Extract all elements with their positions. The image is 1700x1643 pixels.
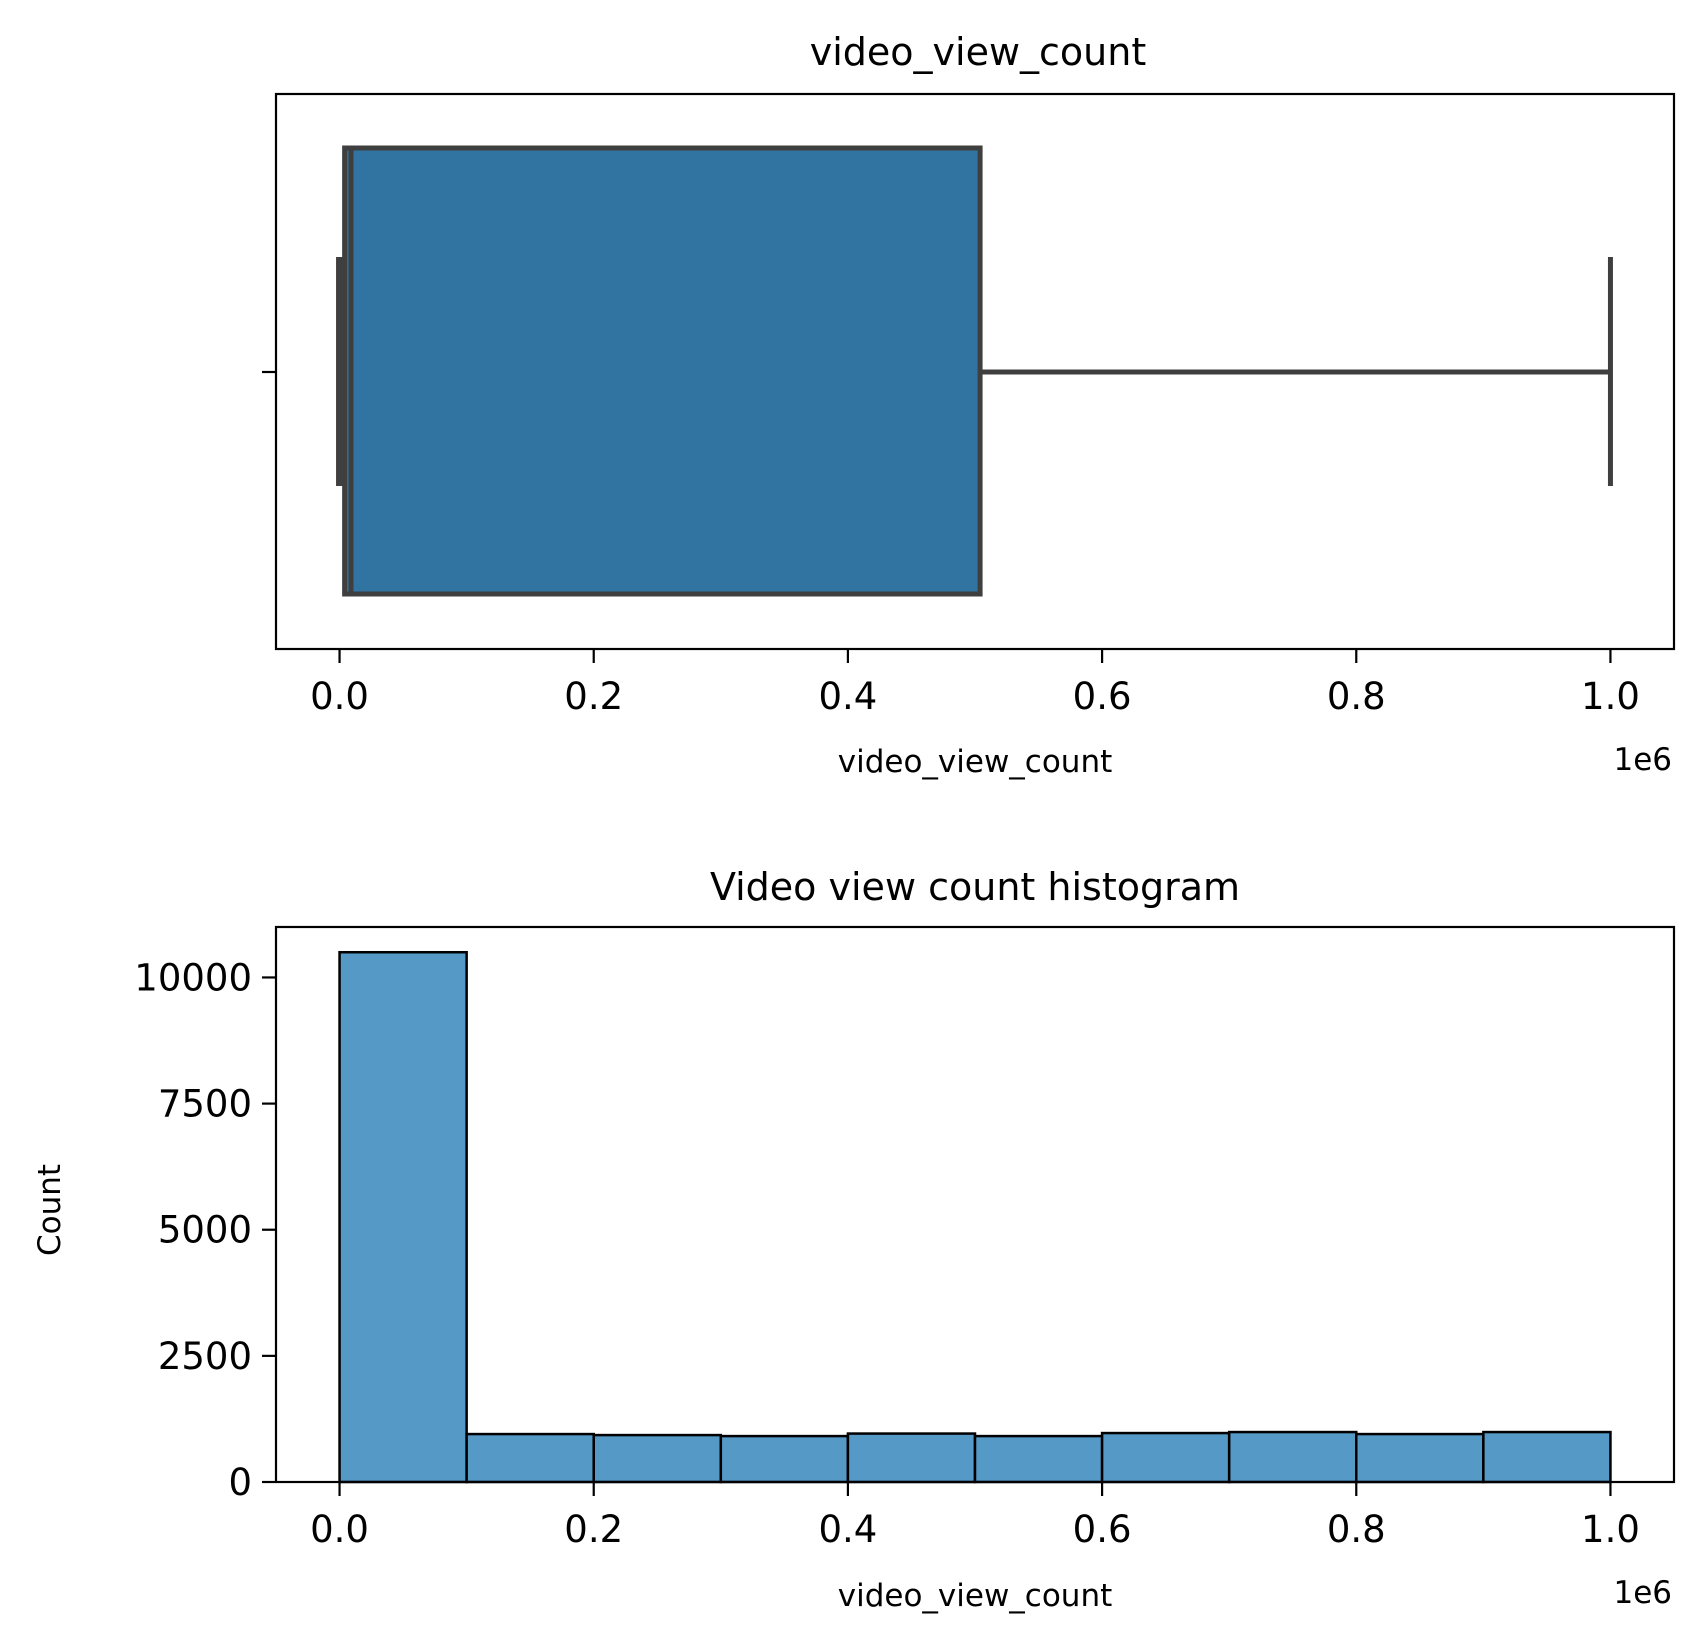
boxplot-x-offset-label: 1e6 bbox=[1613, 742, 1672, 778]
boxplot-title: video_view_count bbox=[810, 30, 1147, 74]
histogram-y-tick-label: 7500 bbox=[158, 1083, 252, 1126]
histogram-x-offset-label: 1e6 bbox=[1613, 1575, 1672, 1611]
histogram-x-axis-label: video_view_count bbox=[838, 1578, 1113, 1614]
histogram-x-tick-label: 0.0 bbox=[310, 1508, 369, 1551]
histogram-x-tick-label: 1.0 bbox=[1581, 1508, 1640, 1551]
histogram-x-tick-label: 0.2 bbox=[564, 1508, 623, 1551]
histogram-bar bbox=[1100, 1431, 1231, 1484]
histogram-y-tick-label: 0 bbox=[228, 1461, 252, 1504]
histogram-bar bbox=[973, 1434, 1104, 1484]
histogram-y-tick-label: 10000 bbox=[134, 956, 252, 999]
histogram-bars bbox=[338, 950, 1612, 1484]
boxplot-x-axis-label: video_view_count bbox=[838, 744, 1113, 780]
histogram-bar bbox=[1355, 1432, 1485, 1484]
histogram-bar bbox=[846, 1432, 977, 1484]
boxplot-x-tick-label: 0.8 bbox=[1327, 675, 1386, 718]
histogram-axes-frame bbox=[274, 925, 1676, 1484]
histogram-x-tick-label: 0.6 bbox=[1073, 1508, 1132, 1551]
histogram-x-tick-label: 0.8 bbox=[1327, 1508, 1386, 1551]
boxplot-x-tick-label: 0.4 bbox=[818, 675, 877, 718]
boxplot-x-tick-label: 0.0 bbox=[310, 675, 369, 718]
histogram-bar bbox=[338, 950, 468, 1484]
histogram-y-axis-label: Count bbox=[32, 1164, 68, 1256]
boxplot-x-tick-label: 0.2 bbox=[564, 675, 623, 718]
iqr-box bbox=[342, 145, 983, 597]
histogram-y-tick-label: 5000 bbox=[158, 1209, 252, 1252]
histogram-title: Video view count histogram bbox=[710, 865, 1240, 909]
histogram-x-axis-ticks: 0.0 0.2 0.4 0.6 0.8 1.0 bbox=[310, 1482, 1640, 1551]
boxplot-x-axis-ticks: 0.0 0.2 0.4 0.6 0.8 1.0 bbox=[310, 649, 1640, 718]
boxplot-panel: video_view_count 0.0 0.2 0.4 0.6 0.8 1.0 vide… bbox=[262, 30, 1676, 780]
histogram-y-tick-label: 2500 bbox=[158, 1335, 252, 1378]
histogram-bar bbox=[1482, 1430, 1612, 1484]
histogram-bar bbox=[719, 1434, 850, 1484]
histogram-bar bbox=[1227, 1430, 1358, 1484]
histogram-bar bbox=[592, 1433, 723, 1484]
boxplot-marks bbox=[336, 145, 1613, 597]
histogram-panel: Video view count histogram 0.0 0.2 0.4 0.6 0… bbox=[32, 865, 1676, 1614]
histogram-x-tick-label: 0.4 bbox=[818, 1508, 877, 1551]
boxplot-x-tick-label: 1.0 bbox=[1581, 675, 1640, 718]
histogram-y-axis-ticks: 0 2500 5000 7500 10000 bbox=[134, 956, 276, 1504]
histogram-bar bbox=[465, 1432, 595, 1484]
boxplot-x-tick-label: 0.6 bbox=[1073, 675, 1132, 718]
